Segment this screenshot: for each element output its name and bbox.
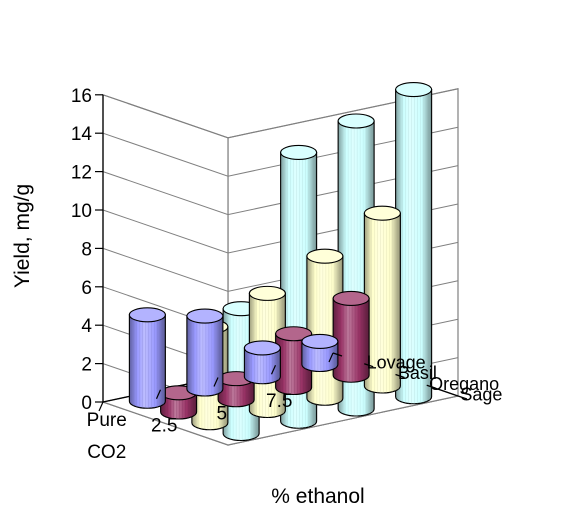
x-axis-title: % ethanol	[271, 485, 364, 508]
y-tick-label: 16	[71, 86, 92, 107]
depth-label-lovage: Lovage	[367, 352, 426, 372]
bar-top	[275, 326, 313, 342]
bar-sage-3	[395, 82, 433, 405]
gridline	[102, 88, 459, 139]
x-tick-mark	[213, 377, 219, 387]
y-tick-label: 12	[71, 163, 92, 184]
bar-oregano-3	[363, 205, 401, 394]
depth-tick-mark	[364, 363, 374, 368]
x-category-label: 2.5	[151, 416, 177, 437]
y-tick-label: 4	[81, 316, 92, 337]
gridline	[102, 126, 459, 177]
depth-label-oregano: Oregano	[429, 374, 499, 394]
x-tick-mark	[98, 401, 104, 412]
bar-top	[395, 82, 433, 98]
bar-lovage-0	[128, 307, 166, 409]
depth-tick-mark	[457, 395, 468, 400]
bar-basil-0	[160, 385, 198, 420]
bar-top	[337, 113, 375, 129]
bar-body	[363, 212, 401, 394]
bar-top	[363, 205, 401, 221]
bar-body	[301, 340, 339, 373]
bar-lovage-3	[301, 333, 339, 373]
depth-tick-mark	[332, 352, 343, 357]
x-category-label: CO2	[87, 442, 126, 463]
bars-group	[128, 82, 433, 442]
x-category-label: 7.5	[266, 391, 292, 412]
y-tick-label: 2	[81, 355, 92, 376]
x-tick-mark	[155, 389, 162, 399]
bar-top	[306, 248, 344, 264]
bar-basil-1	[217, 371, 255, 408]
y-tick-labels: 0 2 4 6 8 10 12 14 16	[71, 86, 103, 414]
depth-label-basil: Basil	[398, 363, 437, 383]
bar-body	[395, 89, 433, 405]
y-tick-label: 6	[81, 278, 92, 299]
bar-lovage-2	[243, 340, 281, 385]
y-tick-label: 8	[81, 239, 92, 260]
x-category-label: 5	[216, 403, 227, 424]
bar-top	[248, 285, 286, 301]
bar-body	[332, 297, 370, 383]
x-tick-mark	[328, 352, 334, 363]
x-tick-mark	[270, 365, 277, 375]
bar-body	[243, 347, 281, 385]
bar-body	[128, 314, 166, 409]
y-tick-label: 10	[71, 201, 92, 222]
x-category-labels: Pure CO2 2.5 5 7.5	[87, 352, 334, 463]
bar-top	[128, 307, 166, 323]
gridline	[102, 165, 459, 216]
y-tick-label: 14	[71, 124, 93, 145]
depth-tick-mark	[395, 373, 405, 379]
bar-top	[280, 144, 318, 160]
y-tick-label: 0	[81, 393, 92, 414]
bar-body	[186, 315, 224, 397]
depth-tick-mark	[426, 384, 436, 389]
bar-top	[243, 340, 281, 356]
bar-lovage-1	[186, 308, 224, 397]
bar-top	[332, 290, 370, 307]
bar-body	[217, 378, 255, 408]
x-category-label: Pure	[87, 410, 127, 431]
bar-top	[301, 333, 339, 350]
depth-label-sage: Sage	[460, 385, 502, 405]
bar-top	[186, 308, 224, 324]
y-axis-title: Yield, mg/g	[11, 184, 34, 288]
bar-basil-3	[332, 290, 370, 383]
